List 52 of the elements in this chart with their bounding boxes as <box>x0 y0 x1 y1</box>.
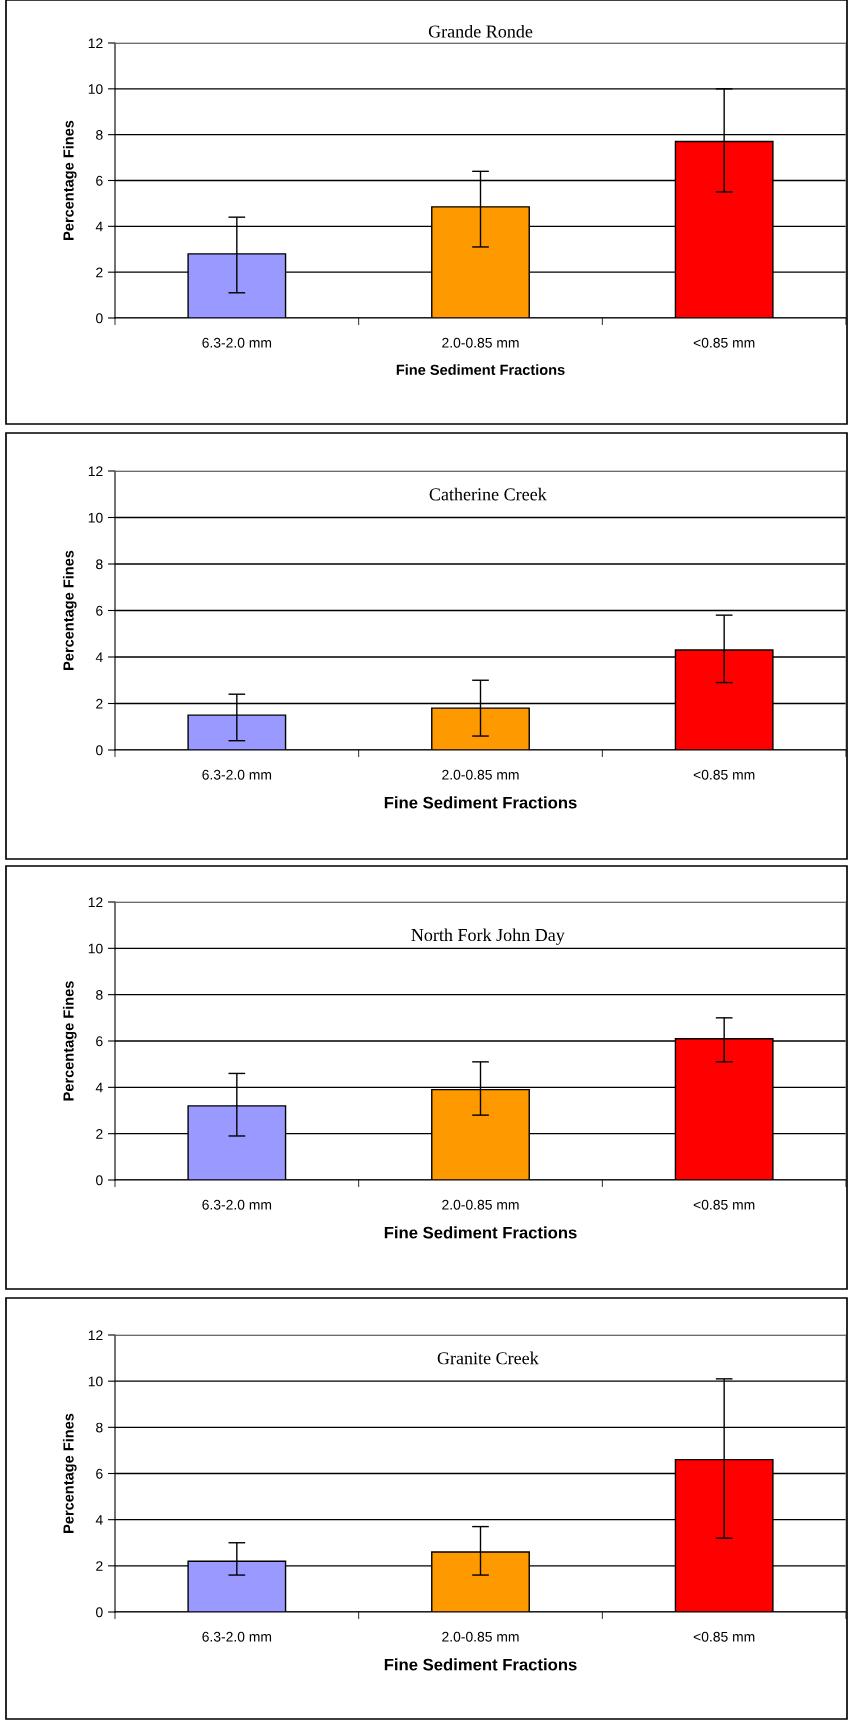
y-tick-label: 2 <box>96 1129 103 1139</box>
x-axis-title: Fine Sediment Fractions <box>396 364 565 375</box>
x-tick-label: <0.85 mm <box>693 769 755 780</box>
y-tick-label: 4 <box>95 221 103 232</box>
x-tick-label: 6.3-2.0 mm <box>202 1199 272 1210</box>
x-tick-label: 6.3-2.0 mm <box>202 337 272 348</box>
x-tick-label: 2.0-0.85 mm <box>442 1631 519 1642</box>
y-axis-title: Percentage Fines <box>62 1413 77 1533</box>
y-axis-title: Percentage Fines <box>62 120 77 240</box>
y-tick-label: 8 <box>96 559 103 570</box>
x-tick-label: 6.3-2.0 mm <box>202 769 272 780</box>
y-tick-label: 4 <box>95 652 103 663</box>
y-tick-label: 6 <box>96 605 103 616</box>
x-tick-label: 6.3-2.0 mm <box>202 1631 272 1642</box>
x-tick-label: 2.0-0.85 mm <box>442 337 519 348</box>
y-tick-label: 8 <box>96 990 103 1000</box>
text: Catherine Creek <box>429 487 547 501</box>
x-axis-title: Fine Sediment Fractions <box>384 1658 577 1671</box>
y-tick-label: 12 <box>88 466 103 477</box>
y-tick-label: 0 <box>96 1607 103 1618</box>
y-tick-label: 4 <box>95 1515 103 1525</box>
y-tick-label: 2 <box>96 698 103 709</box>
text: Granite Creek <box>437 1351 539 1365</box>
chart-title: Grande Ronde <box>428 24 533 38</box>
y-tick-label: 12 <box>88 1330 103 1341</box>
y-tick-label: 8 <box>96 130 103 140</box>
y-tick-label: 8 <box>96 1422 103 1433</box>
x-tick-label: 2.0-0.85 mm <box>442 769 519 780</box>
x-tick-label: 2.0-0.85 mm <box>442 1199 519 1210</box>
y-tick-label: 10 <box>88 84 103 94</box>
y-tick-label: 12 <box>88 897 103 908</box>
y-tick-label: 6 <box>96 1036 103 1047</box>
y-tick-label: 4 <box>95 1082 103 1093</box>
x-tick-label: <0.85 mm <box>693 1199 755 1210</box>
x-axis-title: Fine Sediment Fractions <box>384 796 577 809</box>
y-tick-label: 10 <box>88 943 103 954</box>
x-axis-title: Fine Sediment Fractions <box>384 1226 577 1239</box>
y-tick-label: 10 <box>88 512 103 523</box>
y-axis-title: Percentage Fines <box>62 550 77 670</box>
y-tick-label: 2 <box>96 267 103 278</box>
y-tick-label: 12 <box>88 38 103 49</box>
y-tick-label: 0 <box>96 313 103 324</box>
y-tick-label: 6 <box>96 175 103 186</box>
y-tick-label: 10 <box>88 1376 103 1387</box>
y-tick-label: 0 <box>96 745 103 756</box>
y-axis-title: Percentage Fines <box>62 981 77 1101</box>
y-tick-label: 6 <box>96 1468 103 1479</box>
x-tick-label: <0.85 mm <box>693 1631 755 1642</box>
y-tick-label: 0 <box>96 1175 103 1186</box>
y-tick-label: 2 <box>96 1561 103 1571</box>
text: North Fork John Day <box>411 928 565 945</box>
x-tick-label: <0.85 mm <box>693 337 755 348</box>
